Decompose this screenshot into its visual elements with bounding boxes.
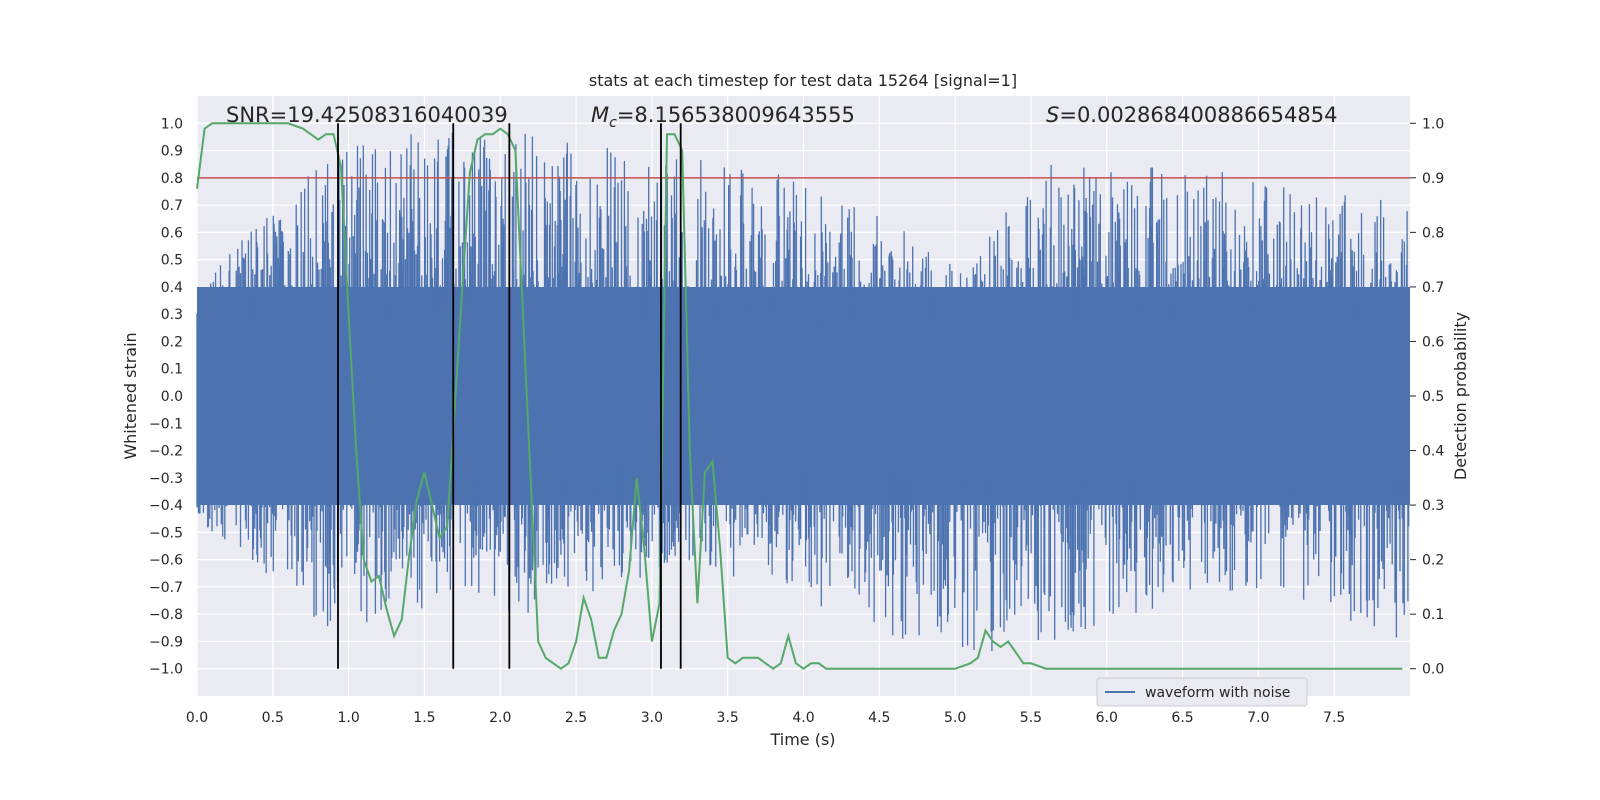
x-tick-label: 0.5 [262, 710, 284, 726]
chirp-mass-symbol: M [591, 103, 609, 127]
x-tick-labels: 0.0 0.5 1.0 1.5 2.0 2.5 3.0 3.5 4.0 4.5 5.0 5.5 6.0 6… [186, 710, 1345, 726]
y-tick-label: −0.3 [149, 471, 183, 487]
y-tick-label: 0.9 [161, 144, 183, 160]
y2-tick-labels: 1.0 0.9 0.8 0.7 0.6 0.5 0.4 0.3 0.2 0.1 0.0 [1410, 116, 1444, 678]
y-tick-label: 0.3 [161, 307, 183, 323]
y-tick-label: −1.0 [149, 662, 183, 678]
y2-tick-label: 0.4 [1422, 444, 1444, 460]
x-tick-label: 6.5 [1171, 710, 1193, 726]
event-lines [337, 123, 682, 669]
y-tick-label: −0.9 [149, 634, 183, 650]
y-tick-label: 0.8 [161, 171, 183, 187]
y-tick-label: −0.1 [149, 416, 183, 432]
y-tick-label: −0.8 [149, 607, 183, 623]
y2-tick-label: 0.7 [1422, 280, 1444, 296]
y-tick-label: −0.6 [149, 553, 183, 569]
x-tick-label: 4.0 [792, 710, 814, 726]
x-tick-label: 2.0 [489, 710, 511, 726]
y2-tick-label: 1.0 [1422, 116, 1444, 132]
y-axis-label: Whitened strain [121, 332, 140, 459]
chirp-mass-subscript: c [609, 115, 617, 131]
y2-tick-label: 0.3 [1422, 498, 1444, 514]
y-tick-label: 0.4 [161, 280, 183, 296]
y2-tick-label: 0.2 [1422, 553, 1444, 569]
x-tick-label: 7.5 [1323, 710, 1345, 726]
probability-series [196, 122, 1403, 670]
y-tick-label: 0.1 [161, 362, 183, 378]
y-tick-label: −0.5 [149, 525, 183, 541]
s-symbol: S [1046, 103, 1059, 127]
waveform-line [196, 132, 1410, 651]
y-tick-label: 0.2 [161, 334, 183, 350]
y-tick-label: 0.5 [161, 253, 183, 269]
x-tick-label: 3.5 [717, 710, 739, 726]
legend-label-waveform: waveform with noise [1145, 685, 1290, 701]
y-tick-label: 0.7 [161, 198, 183, 214]
y-tick-label: −0.2 [149, 444, 183, 460]
y-tick-label: 0.6 [161, 225, 183, 241]
probability-line [196, 122, 1403, 670]
chart-title: stats at each timestep for test data 152… [589, 71, 1017, 90]
x-tick-label: 1.0 [337, 710, 359, 726]
y-tick-labels: 1.0 0.9 0.8 0.7 0.6 0.5 0.4 0.3 0.2 0.1 0.0 −0.1 −0.… [149, 116, 183, 677]
s-annotation: S=0.002868400886654854 [1046, 103, 1337, 127]
x-tick-label: 6.0 [1096, 710, 1118, 726]
legend: waveform with noise [1096, 677, 1308, 707]
waveform-series [196, 132, 1410, 651]
x-tick-label: 7.0 [1247, 710, 1269, 726]
x-tick-label: 1.5 [413, 710, 435, 726]
y2-axis-label: Detection probability [1451, 312, 1470, 480]
x-tick-label: 5.5 [1020, 710, 1042, 726]
y-tick-label: 0.0 [161, 389, 183, 405]
y2-tick-label: 0.8 [1422, 225, 1444, 241]
x-tick-label: 2.5 [565, 710, 587, 726]
y2-tick-label: 0.0 [1422, 662, 1444, 678]
y2-tick-label: 0.6 [1422, 334, 1444, 350]
y-tick-label: −0.4 [149, 498, 183, 514]
x-tick-label: 5.0 [944, 710, 966, 726]
x-tick-label: 0.0 [186, 710, 208, 726]
x-axis-label: Time (s) [769, 730, 835, 749]
snr-annotation: SNR=19.42508316040039 [226, 103, 508, 127]
y2-tick-label: 0.1 [1422, 607, 1444, 623]
chirp-mass-annotation: Mc=8.156538009643555 [591, 103, 855, 131]
s-value: =0.002868400886654854 [1059, 103, 1337, 127]
y-tick-label: −0.7 [149, 580, 183, 596]
legend-box [1096, 677, 1308, 707]
y2-tick-label: 0.5 [1422, 389, 1444, 405]
chirp-mass-value: =8.156538009643555 [617, 103, 855, 127]
x-tick-label: 4.5 [868, 710, 890, 726]
y-tick-label: 1.0 [161, 116, 183, 132]
x-tick-label: 3.0 [641, 710, 663, 726]
y2-tick-label: 0.9 [1422, 171, 1444, 187]
